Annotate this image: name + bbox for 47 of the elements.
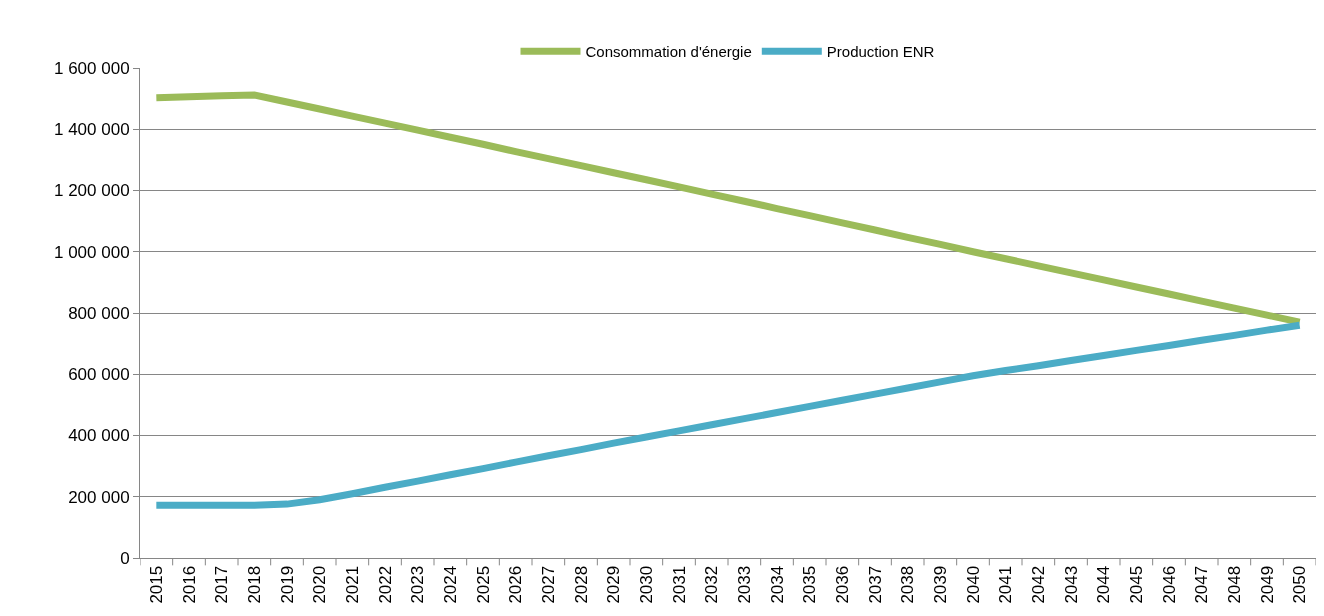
x-tick-label: 2032 <box>702 565 722 604</box>
x-tick-label: 2015 <box>146 565 166 604</box>
x-tick-label: 2019 <box>277 565 297 604</box>
y-tick-label: 0 <box>120 548 130 568</box>
x-tick-label: 2046 <box>1159 565 1179 604</box>
x-tick-label: 2049 <box>1257 565 1277 604</box>
y-tick-label: 600 000 <box>68 365 130 385</box>
legend-label: Consommation d'énergie <box>585 43 752 61</box>
x-tick-label: 2041 <box>996 565 1016 604</box>
y-tick-label: 400 000 <box>68 426 130 446</box>
y-tick-label: 200 000 <box>68 487 130 507</box>
x-tick-label: 2030 <box>636 565 656 604</box>
x-tick-label: 2042 <box>1028 565 1048 604</box>
x-tick-label: 2033 <box>734 565 754 604</box>
x-tick-label: 2031 <box>669 565 689 604</box>
y-tick-label: 800 000 <box>68 303 130 323</box>
x-tick-label: 2028 <box>571 565 591 604</box>
x-tick-label: 2045 <box>1126 565 1146 604</box>
x-tick-label: 2020 <box>310 565 330 604</box>
x-tick-label: 2029 <box>604 565 624 604</box>
x-tick-label: 2027 <box>538 565 558 604</box>
x-tick-label: 2018 <box>244 565 264 604</box>
y-tick-label: 1 600 000 <box>53 58 130 78</box>
x-tick-label: 2044 <box>1094 565 1114 604</box>
x-tick-label: 2021 <box>342 565 362 604</box>
x-tick-label: 2023 <box>408 565 428 604</box>
x-tick-label: 2040 <box>963 565 983 604</box>
x-tick-label: 2048 <box>1224 565 1244 604</box>
y-tick-label: 1 400 000 <box>53 120 130 140</box>
x-tick-label: 2035 <box>800 565 820 604</box>
x-tick-label: 2034 <box>767 565 787 604</box>
x-tick-label: 2036 <box>832 565 852 604</box>
x-tick-label: 2022 <box>375 565 395 604</box>
x-tick-label: 2017 <box>212 565 232 604</box>
x-tick-label: 2043 <box>1061 565 1081 604</box>
x-tick-label: 2016 <box>179 565 199 604</box>
x-tick-label: 2047 <box>1192 565 1212 604</box>
x-tick-label: 2050 <box>1290 565 1310 604</box>
y-tick-label: 1 000 000 <box>53 242 130 262</box>
x-tick-label: 2024 <box>440 565 460 604</box>
y-tick-label: 1 200 000 <box>53 181 130 201</box>
legend-label: Production ENR <box>826 43 935 61</box>
x-tick-label: 2025 <box>473 565 493 604</box>
x-tick-label: 2039 <box>930 565 950 604</box>
x-tick-label: 2026 <box>506 565 526 604</box>
x-tick-label: 2037 <box>865 565 885 604</box>
x-tick-label: 2038 <box>898 565 918 604</box>
